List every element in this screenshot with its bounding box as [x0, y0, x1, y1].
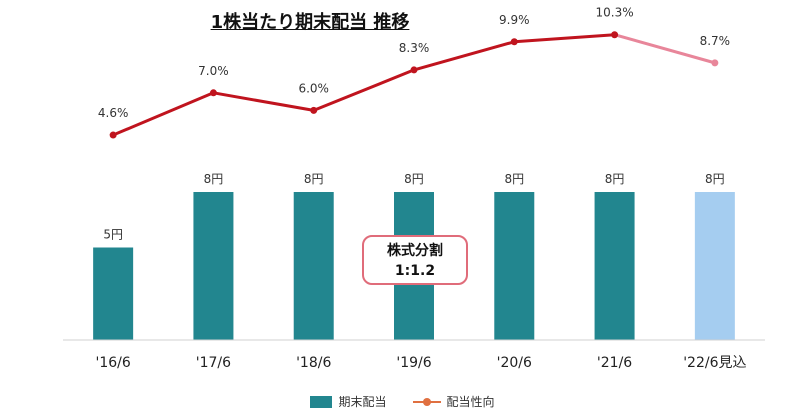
line-point-0 — [109, 131, 117, 139]
line-segment-1 — [211, 91, 316, 112]
line-point-4 — [510, 38, 518, 46]
line-segment-2 — [312, 68, 416, 112]
x-tick-label-4: '20/6 — [497, 355, 532, 371]
bar-label-0: 5円 — [103, 228, 123, 242]
line-label-6: 8.7% — [700, 34, 731, 48]
label-layer: 5円 '16/6 8円 '17/6 8円 '18/6 8円 '19/6 8円 '20/6 8円 '21… — [95, 6, 746, 371]
bar-5 — [594, 192, 635, 340]
x-tick-label-3: '19/6 — [396, 355, 431, 371]
line-point-2 — [310, 106, 318, 114]
x-tick-label-0: '16/6 — [95, 355, 130, 371]
line-point-1 — [209, 89, 217, 97]
line-segment-4 — [512, 33, 617, 44]
legend-item-payout: 配当性向 — [412, 393, 495, 410]
bar-1 — [193, 192, 234, 340]
chart-title: 1株当たり期末配当 推移 — [210, 12, 410, 33]
x-tick-label-1: '17/6 — [196, 355, 231, 371]
line-label-2: 6.0% — [298, 81, 329, 95]
legend-item-dividend: 期末配当 — [310, 393, 387, 410]
legend: 期末配当 配当性向 — [0, 393, 805, 410]
legend-swatch-bar — [310, 395, 333, 408]
bar-label-2: 8円 — [304, 172, 324, 186]
bar-2 — [293, 192, 334, 340]
stock-split-ratio: 1:1.2 — [394, 263, 436, 279]
line-layer — [109, 31, 719, 139]
bar-0 — [93, 247, 134, 340]
x-tick-label-6: '22/6見込 — [683, 355, 746, 371]
bar-label-5: 8円 — [605, 172, 625, 186]
bars-layer — [93, 192, 735, 340]
bar-label-1: 8円 — [204, 172, 224, 186]
legend-swatch-line — [412, 396, 441, 408]
line-label-5: 10.3% — [596, 6, 634, 20]
line-point-6 — [711, 59, 719, 67]
bar-label-3: 8円 — [404, 172, 424, 186]
stock-split-callout: 株式分割 1:1.2 — [362, 235, 468, 285]
line-label-0: 4.6% — [98, 106, 129, 120]
x-tick-label-5: '21/6 — [597, 355, 632, 371]
line-point-3 — [410, 66, 418, 74]
bar-6 — [694, 192, 735, 340]
line-point-5 — [611, 31, 619, 39]
line-label-4: 9.9% — [499, 13, 530, 27]
line-segment-5 — [613, 33, 717, 65]
stock-split-label: 株式分割 — [387, 243, 443, 259]
bar-label-6: 8円 — [705, 172, 725, 186]
bar-4 — [494, 192, 535, 340]
line-segment-0 — [111, 91, 215, 137]
legend-label-payout: 配当性向 — [446, 395, 495, 409]
line-label-1: 7.0% — [198, 64, 229, 78]
line-segment-3 — [412, 40, 516, 72]
bar-label-4: 8円 — [504, 172, 524, 186]
line-label-3: 8.3% — [399, 41, 430, 55]
x-tick-label-2: '18/6 — [296, 355, 331, 371]
legend-label-dividend: 期末配当 — [338, 395, 387, 409]
